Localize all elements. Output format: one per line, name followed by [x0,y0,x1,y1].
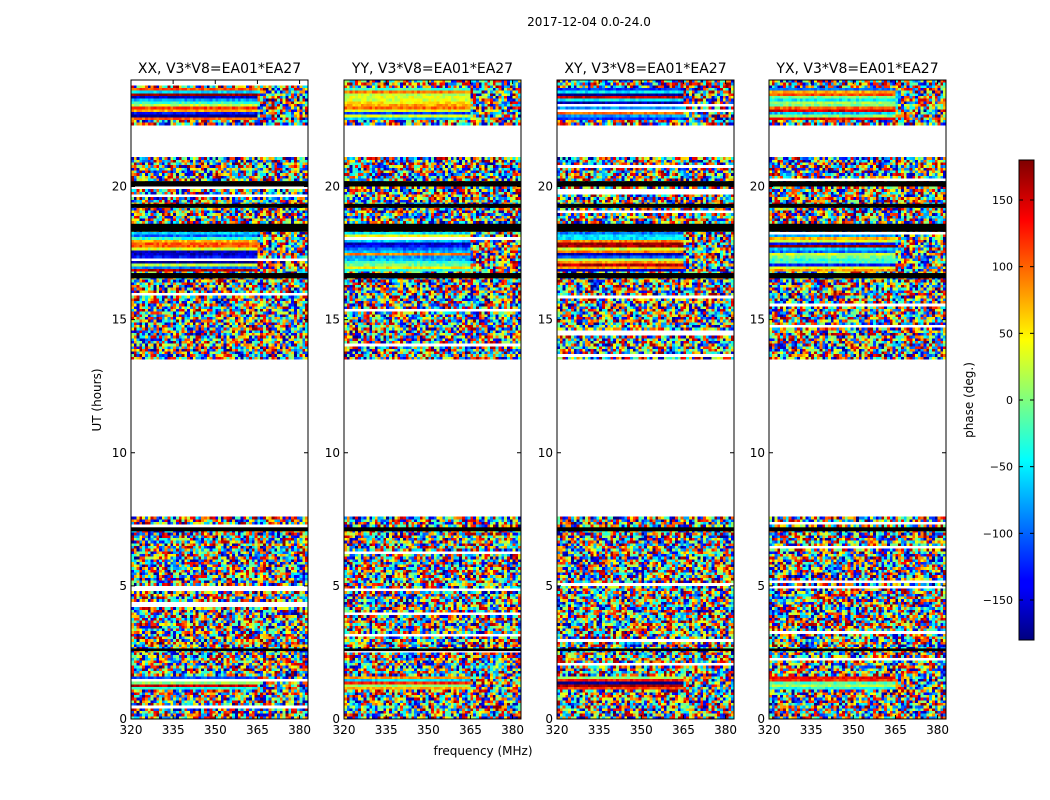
colorbar-tick-label: −100 [983,527,1013,540]
x-tick-label: 365 [672,723,695,737]
x-tick-label: 320 [333,723,356,737]
x-tick-label: 320 [120,723,143,737]
flag-band [557,648,734,652]
y-tick-label: 5 [545,579,553,593]
x-tick-label: 380 [926,723,949,737]
y-tick-label: 0 [332,712,340,726]
x-axis-label: frequency (MHz) [433,744,532,758]
flag-band [557,273,734,279]
phase-map [557,80,734,719]
flag-band [344,181,521,187]
flag-band [344,273,521,279]
figure-title: 2017-12-04 0.0-24.0 [527,15,651,29]
x-tick-label: 365 [459,723,482,737]
panel-frame [556,79,735,720]
y-tick-label: 0 [119,712,127,726]
phase-map [131,80,308,719]
x-tick-label: 365 [246,723,269,737]
flag-band [131,527,308,532]
y-tick-label: 10 [112,446,127,460]
flag-band [131,181,308,187]
y-tick-label: 15 [538,313,553,327]
panel-title: YX, V3*V8=EA01*EA27 [775,61,938,77]
panels: 320 335 350 365 380 0 5 10 15 20 XX, V3*V8=EA01*EA… [112,61,949,737]
y-axis-label: UT (hours) [90,368,104,431]
panel-1: 320 335 350 365 380 0 5 10 15 20 YY, V3*V8=EA01*EA… [325,61,524,737]
x-tick-label: 380 [714,723,737,737]
x-tick-label: 335 [375,723,398,737]
panel-3: 320 335 350 365 380 0 5 10 15 20 YX, V3*V8=EA01*EA… [750,61,949,737]
y-tick-label: 15 [750,313,765,327]
panel-frame [768,79,947,720]
flag-band [769,273,946,279]
phase-map [769,80,946,719]
flag-band [131,273,308,279]
flag-band [769,181,946,187]
colorbar: 150 100 50 0 −50 −100 −150 phase (deg.) [962,159,1035,641]
x-tick-label: 365 [884,723,907,737]
phase-map [344,80,521,719]
x-tick-label: 335 [800,723,823,737]
y-tick-label: 15 [325,313,340,327]
y-tick-label: 5 [757,579,765,593]
y-tick-label: 10 [538,446,553,460]
x-tick-label: 320 [546,723,569,737]
x-tick-label: 380 [288,723,311,737]
flag-band [557,181,734,187]
x-tick-label: 350 [204,723,227,737]
flag-band [557,527,734,532]
panel-title: XX, V3*V8=EA01*EA27 [138,61,301,77]
y-tick-label: 5 [332,579,340,593]
colorbar-tick-label: 150 [992,194,1013,207]
colorbar-tick-label: 50 [999,327,1013,340]
y-tick-label: 20 [538,180,553,194]
colorbar-tick-label: 100 [992,261,1013,274]
y-tick-label: 20 [112,180,127,194]
colorbar-label: phase (deg.) [962,362,976,438]
y-tick-label: 10 [750,446,765,460]
y-tick-label: 20 [750,180,765,194]
flag-band [769,223,946,232]
panel-frame [130,79,309,720]
flag-band [344,527,521,532]
x-tick-label: 320 [758,723,781,737]
x-tick-label: 350 [417,723,440,737]
panel-title: YY, V3*V8=EA01*EA27 [351,61,513,77]
x-tick-label: 380 [501,723,524,737]
flag-band [769,527,946,532]
y-tick-label: 5 [119,579,127,593]
y-tick-label: 0 [545,712,553,726]
colorbar-tick-label: −50 [990,461,1013,474]
panel-title: XY, V3*V8=EA01*EA27 [564,61,726,77]
flag-band [131,203,308,208]
flag-band [131,223,308,232]
flag-band [344,648,521,652]
flag-band [769,648,946,652]
flag-band [769,203,946,208]
flag-band [344,223,521,232]
flag-band [344,203,521,208]
flag-band [557,223,734,232]
colorbar-ticks: 150 100 50 0 −50 −100 −150 [983,194,1034,607]
colorbar-tick-label: −150 [983,594,1013,607]
panel-2: 320 335 350 365 380 0 5 10 15 20 XY, V3*V8=EA01*EA… [538,61,737,737]
colorbar-tick-label: 0 [1006,394,1013,407]
flag-band [557,203,734,208]
x-tick-label: 335 [162,723,185,737]
panel-frame [343,79,522,720]
panel-0: 320 335 350 365 380 0 5 10 15 20 XX, V3*V8=EA01*EA… [112,61,311,737]
x-tick-label: 350 [842,723,865,737]
x-tick-label: 350 [630,723,653,737]
flag-band [131,648,308,652]
y-tick-label: 20 [325,180,340,194]
y-tick-label: 10 [325,446,340,460]
y-tick-label: 15 [112,313,127,327]
x-tick-label: 335 [588,723,611,737]
y-tick-label: 0 [757,712,765,726]
